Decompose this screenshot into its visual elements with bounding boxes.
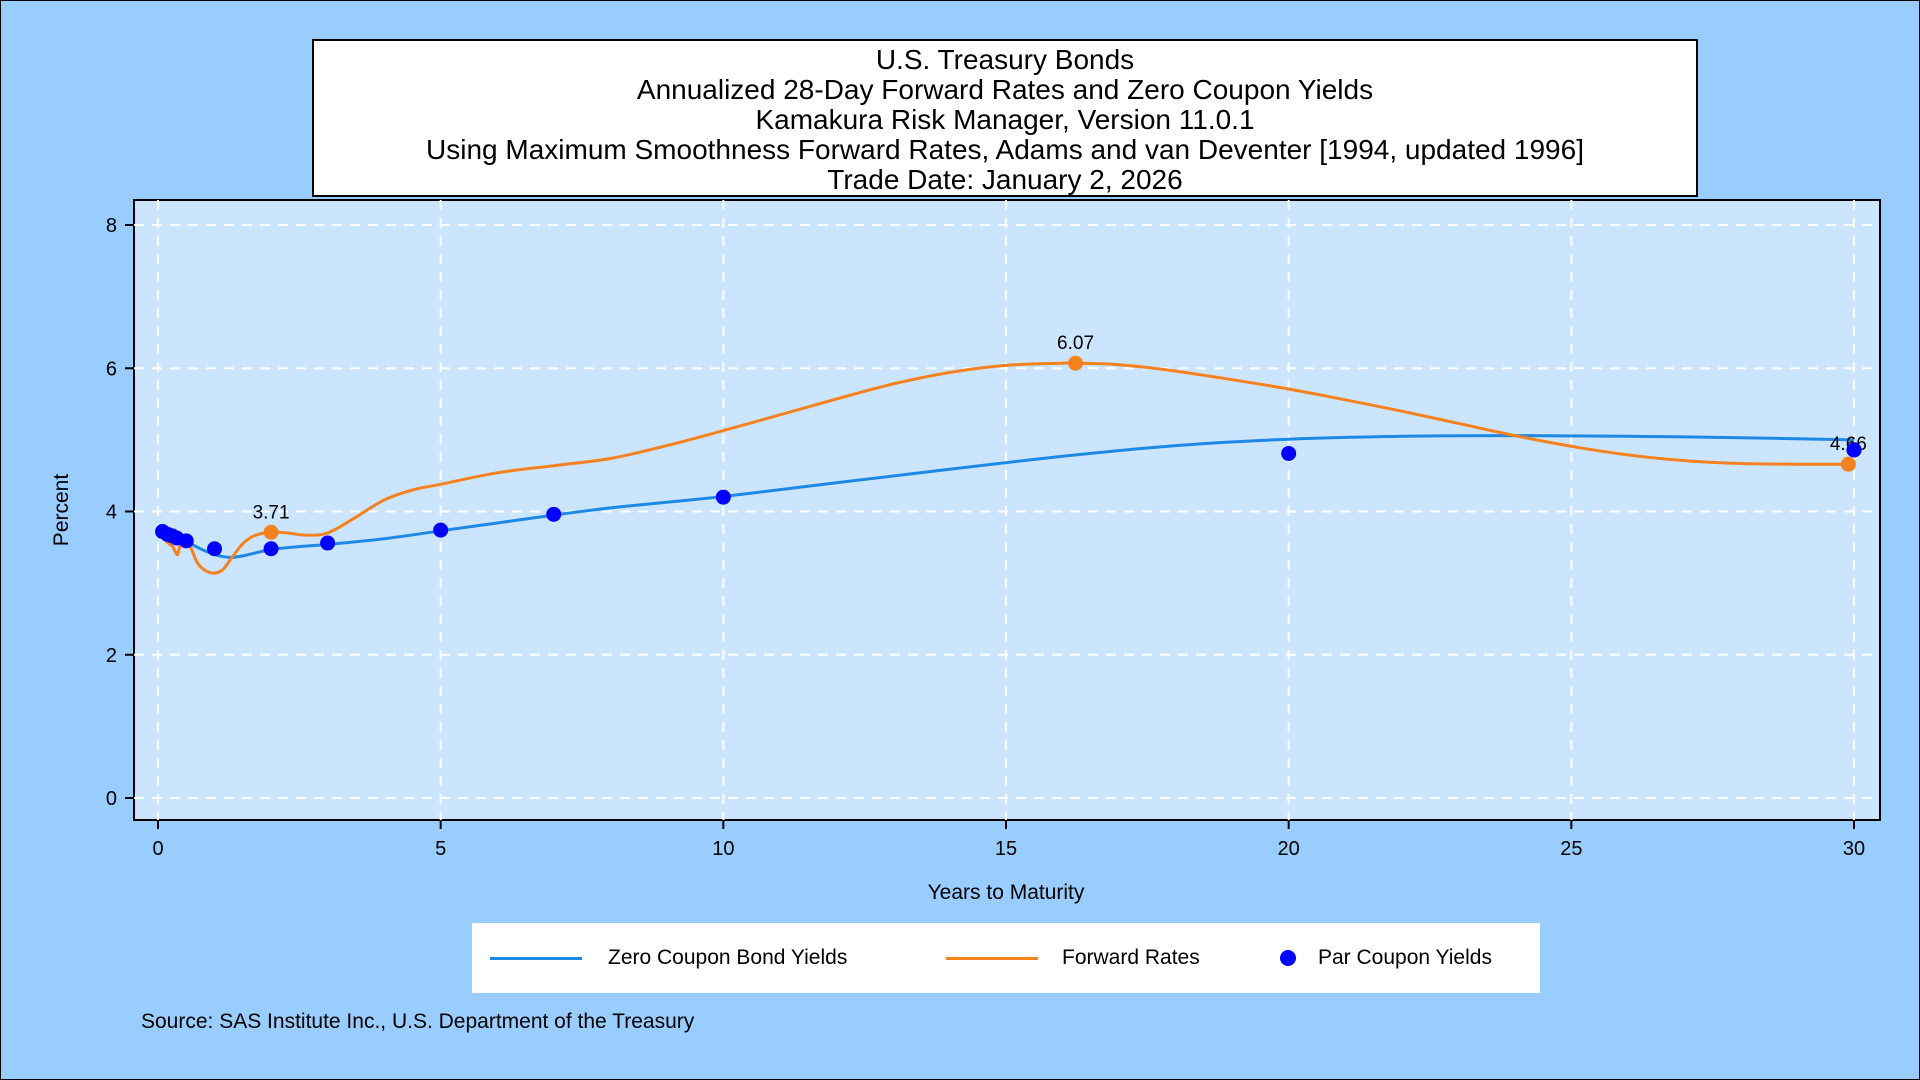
- legend-swatch-par-coupon: [1280, 950, 1296, 966]
- par-coupon-point: [263, 541, 279, 557]
- y-tick-label: 6: [106, 358, 117, 380]
- x-tick-label: 25: [1560, 838, 1582, 860]
- legend-item-zero-coupon: Zero Coupon Bond Yields: [490, 923, 847, 993]
- forward-rate-data-label: 6.07: [1057, 333, 1094, 354]
- x-axis-title: Years to Maturity: [928, 881, 1085, 904]
- axes: 0 5 10 15 20 25 30 0 2 4 6 8: [106, 215, 1865, 860]
- x-tick-label: 30: [1843, 838, 1865, 860]
- forward-rate-highlight-point: [263, 524, 279, 540]
- y-tick-label: 0: [106, 788, 117, 810]
- series-layer: [161, 361, 1855, 575]
- par-coupon-point: [1281, 445, 1297, 461]
- par-coupon-point: [207, 541, 223, 557]
- forward-rate-highlight-point: [1068, 355, 1084, 371]
- x-tick-label: 0: [152, 838, 163, 860]
- par-coupon-point: [320, 535, 336, 551]
- x-tick-label: 5: [435, 838, 446, 860]
- y-tick-label: 4: [106, 502, 117, 524]
- legend-item-forward-rates: Forward Rates: [946, 923, 1200, 993]
- chart-title: U.S. Treasury Bonds: [875, 44, 1135, 75]
- legend-swatch-forward-rates: [946, 956, 1038, 960]
- chart-subtitle-3: Using Maximum Smoothness Forward Rates, …: [426, 134, 1584, 165]
- series-line-zero-coupon: [162, 434, 1855, 559]
- x-tick-label: 10: [712, 838, 734, 860]
- data-labels-layer: 3.716.074.66: [253, 333, 1867, 523]
- points-layer: [155, 355, 1862, 557]
- forward-rate-data-label: 3.71: [253, 502, 290, 523]
- forward-rate-highlight-point: [1840, 456, 1856, 472]
- chart-subtitle-1: Annualized 28-Day Forward Rates and Zero…: [636, 74, 1374, 105]
- chart-title-box: U.S. Treasury Bonds Annualized 28-Day Fo…: [312, 39, 1698, 197]
- source-note: Source: SAS Institute Inc., U.S. Departm…: [141, 1010, 695, 1033]
- par-coupon-point: [546, 506, 562, 522]
- x-tick-label: 20: [1278, 838, 1300, 860]
- legend: Zero Coupon Bond Yields Forward Rates Pa…: [472, 923, 1540, 993]
- y-tick-label: 2: [106, 645, 117, 667]
- par-coupon-point: [178, 533, 194, 549]
- legend-label-forward-rates: Forward Rates: [1062, 946, 1200, 969]
- par-coupon-point: [715, 489, 731, 505]
- series-line-forward-rates: [161, 361, 1849, 575]
- grid-lines: [134, 200, 1880, 820]
- par-coupon-point: [433, 522, 449, 538]
- legend-label-zero-coupon: Zero Coupon Bond Yields: [608, 946, 848, 969]
- legend-swatch-zero-coupon: [490, 956, 582, 960]
- par-coupon-point: [1846, 442, 1862, 458]
- chart-subtitle-2: Kamakura Risk Manager, Version 11.0.1: [755, 104, 1255, 135]
- legend-item-par-coupon: Par Coupon Yields: [1280, 923, 1492, 993]
- y-tick-label: 8: [106, 215, 117, 237]
- y-axis-title: Percent: [50, 474, 73, 547]
- chart-subtitle-4: Trade Date: January 2, 2026: [827, 164, 1183, 195]
- legend-label-par-coupon: Par Coupon Yields: [1318, 946, 1492, 969]
- x-tick-label: 15: [995, 838, 1017, 860]
